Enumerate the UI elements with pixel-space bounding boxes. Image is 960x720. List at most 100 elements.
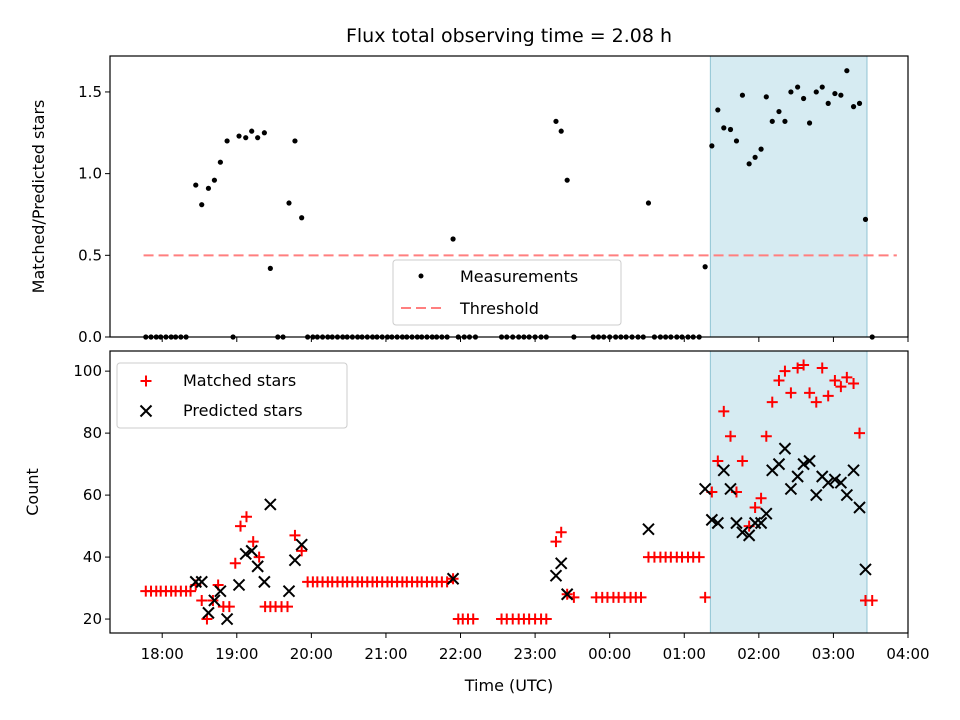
x-tick-label: 01:00 (663, 645, 706, 663)
measurement-point (832, 90, 838, 97)
matched-star-point (816, 362, 828, 374)
measurement-point (800, 95, 807, 102)
matched-star-point (841, 371, 853, 383)
y-tick-label: 0.5 (78, 246, 102, 264)
matched-star-point (247, 536, 259, 548)
predicted-star-point (853, 501, 866, 514)
matched-star-point (773, 374, 785, 386)
predicted-star-point (803, 454, 816, 468)
measurement-point (286, 200, 292, 206)
predicted-star-point (717, 464, 730, 477)
legend-cross-marker (139, 404, 153, 418)
predicted-star-point (554, 557, 568, 570)
top-shaded-region (709, 55, 868, 338)
matched-star-point (281, 601, 293, 613)
measurement-point (739, 92, 746, 98)
legend-label-matched: Matched stars (183, 371, 296, 390)
measurement-point (813, 89, 819, 95)
matched-star-point (240, 511, 252, 523)
matched-star-point (804, 387, 816, 399)
predicted-star-point (711, 516, 725, 530)
measurement-point (267, 265, 273, 271)
measurement-point (769, 118, 775, 124)
bottom-axes-frame (109, 350, 909, 634)
matched-star-point (848, 378, 860, 390)
measurement-point (205, 185, 212, 191)
matched-star-point (835, 381, 847, 393)
measurement-point (758, 146, 764, 152)
measurement-point (752, 154, 758, 160)
matched-star-point (235, 520, 247, 532)
predicted-star-point (724, 482, 737, 496)
x-tick-label: 02:00 (737, 645, 780, 663)
matched-star-point (736, 455, 748, 467)
bottom-panel: 20 40 60 80 100 18:00 19:00 20:00 21:00 22:00 23:… (23, 350, 930, 695)
measurement-point (806, 120, 813, 126)
predicted-star-point (264, 498, 277, 511)
top-legend: Measurements Threshold (392, 259, 622, 326)
x-tick-label: 00:00 (588, 645, 631, 663)
measurement-point (236, 133, 242, 139)
matched-star-point (635, 591, 647, 603)
bottom-y-ticks: 20 40 60 80 100 (73, 362, 110, 628)
matched-star-point (699, 591, 711, 603)
measurement-point (255, 135, 261, 141)
matched-star-point (785, 387, 797, 399)
chart-title: Flux total observing time = 2.08 h (346, 25, 672, 47)
bottom-y-axis-label: Count (23, 468, 42, 516)
bottom-legend: Matched stars Predicted stars (116, 362, 348, 429)
measurement-point (564, 177, 570, 183)
x-tick-label: 23:00 (513, 645, 556, 663)
predicted-star-point (698, 482, 712, 496)
y-tick-label: 80 (83, 424, 102, 442)
y-tick-label: 0.0 (78, 328, 102, 346)
predicted-star-point (202, 606, 215, 620)
x-tick-label: 20:00 (290, 645, 333, 663)
bottom-x-ticks: 18:00 19:00 20:00 21:00 22:00 23:00 00:00 01:00… (141, 633, 930, 663)
matched-star-point (223, 601, 235, 613)
measurement-point (261, 130, 267, 136)
legend-marker-predicted (139, 404, 153, 418)
predicted-star-point (772, 457, 786, 471)
measurement-point (299, 215, 305, 221)
measurement-point (224, 138, 230, 144)
measurement-point (776, 108, 782, 115)
x-tick-label: 21:00 (364, 645, 407, 663)
legend-marker-measurements (418, 273, 424, 279)
x-tick-label: 22:00 (439, 645, 482, 663)
measurement-point (850, 104, 857, 110)
measurement-point (763, 94, 769, 100)
y-tick-label: 1.0 (78, 165, 102, 183)
matched-star-point (207, 594, 219, 606)
predicted-star-point (549, 569, 563, 582)
predicted-star-point (810, 488, 823, 502)
measurement-point (645, 200, 652, 206)
top-y-axis-label: Matched/Predicted stars (29, 100, 48, 294)
measurement-point (862, 216, 869, 222)
matched-star-point (296, 545, 308, 557)
x-tick-label: 03:00 (812, 645, 855, 663)
measurement-point (844, 68, 850, 74)
predicted-star-point (220, 612, 234, 626)
predicted-stars-points (189, 442, 872, 626)
y-tick-label: 20 (83, 610, 102, 628)
measurement-point (715, 107, 721, 113)
matched-star-point (798, 359, 810, 371)
measurement-point (788, 89, 794, 95)
matched-star-point (693, 551, 705, 563)
predicted-star-point (736, 526, 749, 539)
y-tick-label: 40 (83, 548, 102, 566)
measurement-point (199, 202, 205, 208)
legend-label-measurements: Measurements (460, 267, 578, 286)
matched-star-point (289, 529, 301, 541)
matched-star-point (822, 390, 834, 402)
measurement-point (733, 138, 740, 144)
matched-star-point (540, 613, 552, 625)
top-y-ticks: 0.0 0.5 1.0 1.5 (78, 83, 110, 346)
matched-star-point (555, 526, 567, 538)
predicted-star-point (847, 464, 860, 477)
matched-star-point (766, 396, 778, 408)
predicted-star-point (742, 529, 756, 542)
predicted-star-point (245, 544, 258, 558)
